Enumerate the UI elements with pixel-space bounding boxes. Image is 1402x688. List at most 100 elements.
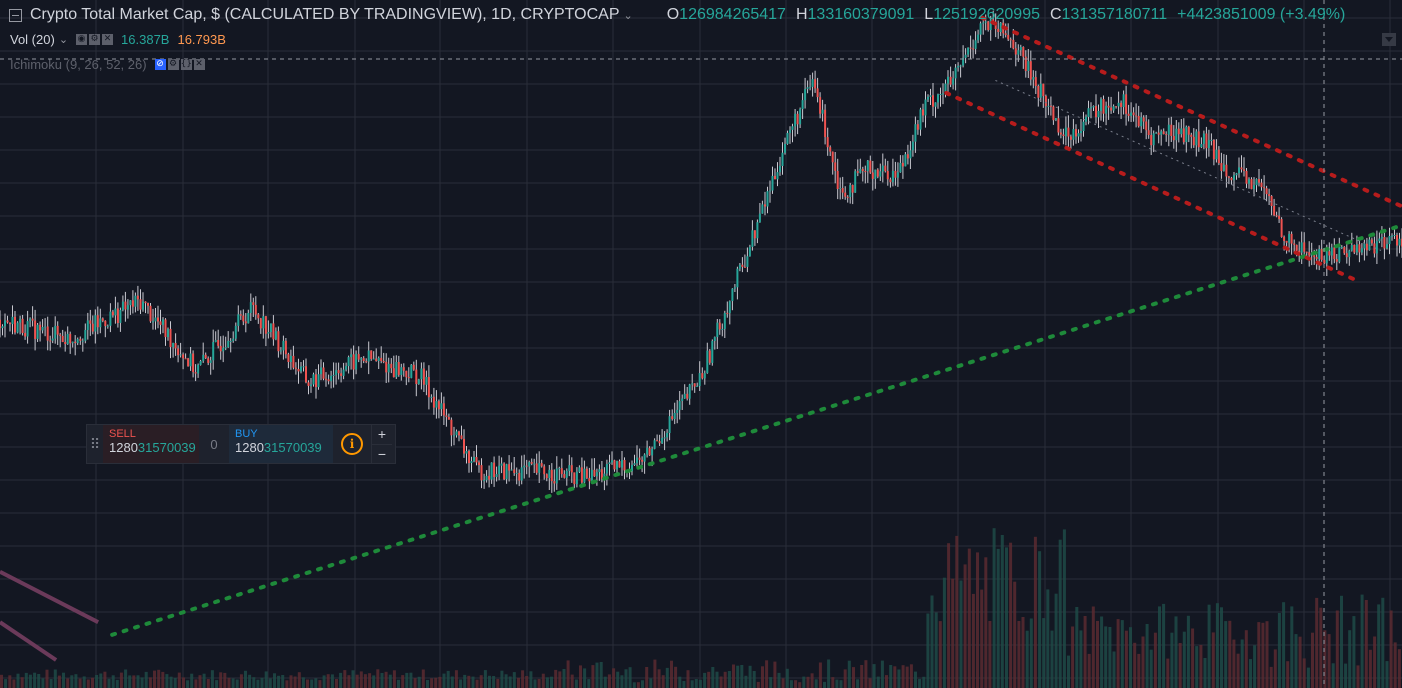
symbol-title[interactable]: Crypto Total Market Cap, $ (CALCULATED B…	[30, 6, 620, 23]
volume-bar	[1207, 604, 1211, 688]
candle-body	[61, 336, 64, 342]
volume-bar	[1257, 622, 1261, 688]
drag-handle-icon[interactable]: ⠿	[89, 435, 101, 452]
candle-body	[816, 88, 819, 98]
chevron-down-icon[interactable]: ⌄	[623, 9, 633, 22]
chevron-down-icon[interactable]: ⌄	[58, 33, 69, 46]
code-icon[interactable]: {}	[180, 58, 193, 70]
candle-body	[432, 396, 435, 408]
volume-bar	[1182, 631, 1186, 688]
volume-bar	[1249, 659, 1252, 688]
candle-body	[352, 354, 355, 370]
plus-button[interactable]: +	[372, 425, 392, 445]
volume-bar	[376, 669, 380, 688]
candle-body	[437, 401, 440, 410]
candle-body	[688, 384, 691, 399]
candle-body	[761, 204, 764, 214]
minus-button[interactable]: −	[377, 445, 387, 462]
ichimoku-legend: Ichimoku (9, 26, 52, 26) ⊘ ⚙ {} ✕	[0, 55, 205, 73]
high-value: 133160379091	[807, 6, 915, 23]
candle-body	[41, 327, 44, 331]
volume-bar	[301, 677, 305, 688]
volume-bar	[355, 674, 359, 688]
candle-body	[259, 318, 262, 329]
close-icon[interactable]: ✕	[102, 33, 114, 45]
candle-body	[656, 440, 659, 442]
candle-body	[365, 361, 368, 363]
volume-bar	[1166, 658, 1170, 688]
volume-bar	[1352, 616, 1356, 688]
candle-body	[741, 264, 744, 267]
candle-body	[721, 329, 724, 330]
volume-bar	[591, 665, 595, 688]
candle-body	[305, 366, 307, 383]
sell-button[interactable]: SELL 128031570039	[103, 425, 199, 463]
volume-bar	[1319, 607, 1323, 688]
candle-body	[390, 363, 393, 369]
volume-bar	[988, 621, 992, 688]
candle-body	[633, 463, 636, 465]
candle-body	[781, 152, 784, 166]
volume-bar	[372, 675, 376, 688]
candle-body	[939, 94, 942, 95]
buy-button[interactable]: BUY 128031570039	[229, 425, 333, 463]
volume-bar	[980, 589, 984, 688]
candle-body	[234, 325, 237, 339]
candle-body	[698, 373, 701, 386]
candle-body	[227, 340, 230, 348]
candle-body	[691, 383, 694, 385]
volume-bar	[761, 666, 764, 688]
hidden-eye-icon[interactable]: ⊘	[154, 58, 166, 70]
eye-icon[interactable]: ◉	[76, 33, 88, 45]
candle-body	[1090, 107, 1092, 109]
gear-icon[interactable]: ⚙	[89, 33, 101, 45]
volume-bar	[264, 671, 268, 688]
volume-bar	[1294, 634, 1298, 688]
volume-bar	[752, 671, 756, 688]
info-button[interactable]: i	[333, 425, 371, 463]
candle-body	[1125, 94, 1128, 114]
candle-body	[696, 386, 699, 387]
candle-body	[864, 171, 867, 173]
candle-body	[204, 354, 207, 359]
candle-body	[1380, 237, 1383, 239]
volume-bar	[707, 671, 711, 688]
candle-body	[535, 463, 538, 473]
vol-label[interactable]: Vol (20)	[10, 31, 55, 47]
gear-icon[interactable]: ⚙	[167, 58, 179, 70]
ichimoku-label[interactable]: Ichimoku (9, 26, 52, 26)	[10, 56, 147, 72]
volume-bar	[545, 677, 549, 688]
candle-body	[382, 361, 385, 362]
candle-body	[661, 438, 664, 444]
open-value: 126984265417	[679, 6, 786, 23]
candle-body	[450, 419, 453, 436]
pane-collapse-button[interactable]	[1382, 33, 1396, 46]
candle-body	[282, 340, 285, 351]
candle-body	[804, 89, 807, 101]
candle-body	[54, 325, 57, 339]
candle-body	[811, 79, 814, 87]
candle-body	[856, 171, 859, 173]
candle-body	[257, 314, 260, 319]
volume-bar	[405, 672, 409, 688]
candle-body	[957, 65, 960, 68]
collapse-icon[interactable]	[9, 8, 22, 22]
volume-bar	[843, 669, 847, 688]
candle-body	[616, 461, 618, 470]
candle-body	[320, 367, 322, 375]
volume-bar	[235, 679, 239, 688]
candle-body	[611, 460, 613, 463]
volume-bar	[839, 680, 843, 688]
volume-bar	[504, 674, 508, 688]
volume-bar	[616, 671, 620, 688]
close-icon[interactable]: ✕	[193, 58, 205, 70]
candle-body	[310, 384, 312, 386]
volume-bar	[252, 677, 256, 688]
volume-bar	[798, 682, 802, 688]
candle-body	[540, 463, 543, 467]
volume-bar	[620, 675, 624, 688]
candle-body	[618, 461, 621, 468]
candle-body	[16, 322, 19, 333]
candle-body	[1195, 131, 1198, 146]
